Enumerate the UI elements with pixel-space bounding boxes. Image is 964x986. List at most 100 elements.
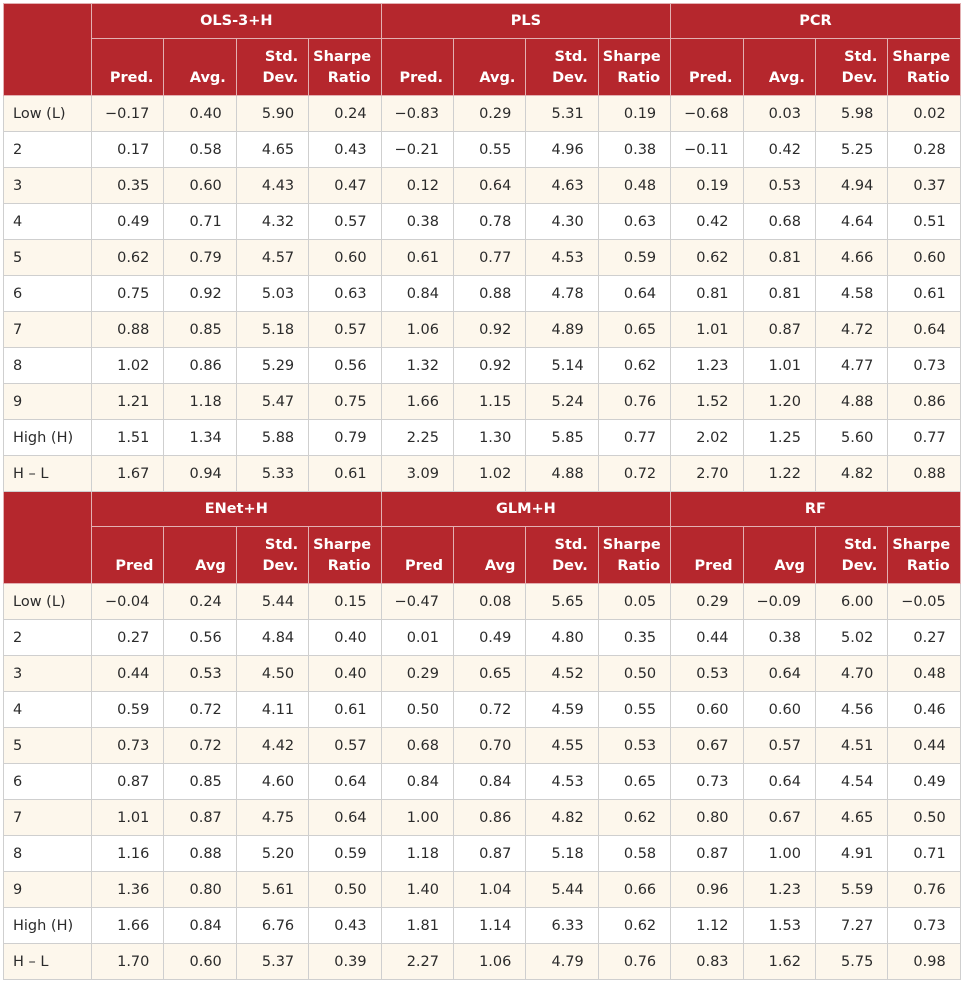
table-cell: 1.32 — [380, 347, 454, 384]
table-cell: 1.21 — [90, 383, 165, 420]
table-cell: 1.52 — [670, 383, 744, 420]
model-name: RF — [804, 501, 826, 517]
table-cell: 0.85 — [163, 311, 237, 348]
table-cell: 0.49 — [90, 203, 165, 240]
table-row: 4 0.49 0.71 4.32 0.57 0.38 0.78 4.30 0.63 0.42 0.6… — [3, 203, 961, 240]
column-header: Avg. — [742, 38, 816, 96]
table-cell: 0.40 — [308, 619, 382, 656]
table-cell: 0.92 — [452, 311, 527, 348]
row-label: 4 — [3, 691, 92, 728]
table-cell: 0.55 — [452, 131, 527, 168]
row-label: High (H) — [3, 419, 92, 456]
table-cell: 1.20 — [742, 383, 816, 420]
table-cell: 0.68 — [742, 203, 816, 240]
table-cell: −0.05 — [887, 583, 961, 620]
table-cell: 0.73 — [670, 763, 744, 800]
table-cell: 0.73 — [887, 907, 961, 944]
table-cell: 0.58 — [163, 131, 237, 168]
table-cell: 4.65 — [814, 799, 889, 836]
table-cell: 1.01 — [90, 799, 165, 836]
table-cell: 0.40 — [163, 95, 237, 132]
table-cell: 1.06 — [452, 943, 527, 980]
table-cell: 4.80 — [525, 619, 599, 656]
column-header: Std. Dev. — [525, 526, 599, 584]
table-cell: 4.52 — [525, 655, 599, 692]
table-cell: 5.14 — [525, 347, 599, 384]
column-header: Std. Dev. — [814, 526, 889, 584]
table-cell: 0.60 — [308, 239, 382, 276]
table-cell: 5.31 — [525, 95, 599, 132]
table-cell: 0.76 — [597, 943, 672, 980]
table-cell: 1.66 — [380, 383, 454, 420]
table-cell: 1.18 — [380, 835, 454, 872]
row-label: H – L — [3, 943, 92, 980]
table-cell: 0.72 — [163, 727, 237, 764]
table-cell: 0.77 — [597, 419, 672, 456]
table-cell: 5.60 — [814, 419, 889, 456]
table-cell: 0.44 — [90, 655, 165, 692]
table-cell: 5.02 — [814, 619, 889, 656]
table-cell: 0.64 — [308, 763, 382, 800]
row-label: 3 — [3, 167, 92, 204]
table-cell: 1.14 — [452, 907, 527, 944]
table-cell: 0.56 — [163, 619, 237, 656]
table-cell: 0.87 — [90, 763, 165, 800]
table-cell: 0.73 — [90, 727, 165, 764]
table-row: 2 0.27 0.56 4.84 0.40 0.01 0.49 4.80 0.35 0.44 0.3… — [3, 619, 961, 656]
table-cell: 0.71 — [163, 203, 237, 240]
table-cell: 5.98 — [814, 95, 889, 132]
row-label: H – L — [3, 455, 92, 492]
table-cell: 0.24 — [308, 95, 382, 132]
table-cell: 0.29 — [380, 655, 454, 692]
table-cell: 1.18 — [163, 383, 237, 420]
table-row: High (H) 1.51 1.34 5.88 0.79 2.25 1.30 5.85 0.77… — [3, 419, 961, 456]
panel-0-model-header: OLS-3+H — [91, 3, 382, 39]
table-cell: 4.79 — [525, 943, 599, 980]
table-cell: 0.57 — [308, 311, 382, 348]
table-cell: 5.44 — [525, 871, 599, 908]
model-name: ENet+H — [204, 501, 268, 517]
table-cell: 0.87 — [163, 799, 237, 836]
table-cell: 0.61 — [308, 455, 382, 492]
table-cell: 1.00 — [380, 799, 454, 836]
table-row: 8 1.02 0.86 5.29 0.56 1.32 0.92 5.14 0.62 1.23 1.0… — [3, 347, 961, 384]
table-cell: 0.77 — [452, 239, 527, 276]
table-cell: 0.80 — [670, 799, 744, 836]
table-cell: 0.72 — [163, 691, 237, 728]
table-cell: 1.16 — [90, 835, 165, 872]
table-cell: 0.62 — [597, 907, 672, 944]
table-cell: 3.09 — [380, 455, 454, 492]
table-cell: 0.46 — [887, 691, 961, 728]
table-cell: 4.43 — [235, 167, 310, 204]
table-row: H – L 1.70 0.60 5.37 0.39 2.27 1.06 4.79 0.76 0.8… — [3, 943, 961, 980]
table-cell: 0.53 — [597, 727, 672, 764]
table-cell: 0.29 — [452, 95, 527, 132]
table-cell: 1.40 — [380, 871, 454, 908]
table-cell: 5.61 — [235, 871, 310, 908]
table-cell: 6.33 — [525, 907, 599, 944]
table-cell: 6.00 — [814, 583, 889, 620]
table-cell: 1.51 — [90, 419, 165, 456]
column-header: Pred — [380, 526, 454, 584]
table-row: 6 0.75 0.92 5.03 0.63 0.84 0.88 4.78 0.64 0.81 0.8… — [3, 275, 961, 312]
column-header: Std. Dev. — [235, 38, 310, 96]
row-label: 9 — [3, 871, 92, 908]
table-cell: 5.24 — [525, 383, 599, 420]
table-cell: 5.18 — [235, 311, 310, 348]
table-cell: 4.55 — [525, 727, 599, 764]
table-cell: 0.01 — [380, 619, 454, 656]
column-header: Sharpe Ratio — [597, 526, 672, 584]
table-cell: 0.17 — [90, 131, 165, 168]
table-cell: 0.48 — [887, 655, 961, 692]
table-cell: 0.35 — [597, 619, 672, 656]
table-cell: 1.81 — [380, 907, 454, 944]
table-cell: 0.92 — [452, 347, 527, 384]
table-cell: 0.76 — [887, 871, 961, 908]
table-cell: 0.60 — [670, 691, 744, 728]
table-cell: 4.75 — [235, 799, 310, 836]
table-cell: 0.75 — [90, 275, 165, 312]
table-cell: 0.88 — [887, 455, 961, 492]
table-cell: 0.63 — [597, 203, 672, 240]
table-cell: 4.82 — [525, 799, 599, 836]
table-cell: 0.85 — [163, 763, 237, 800]
